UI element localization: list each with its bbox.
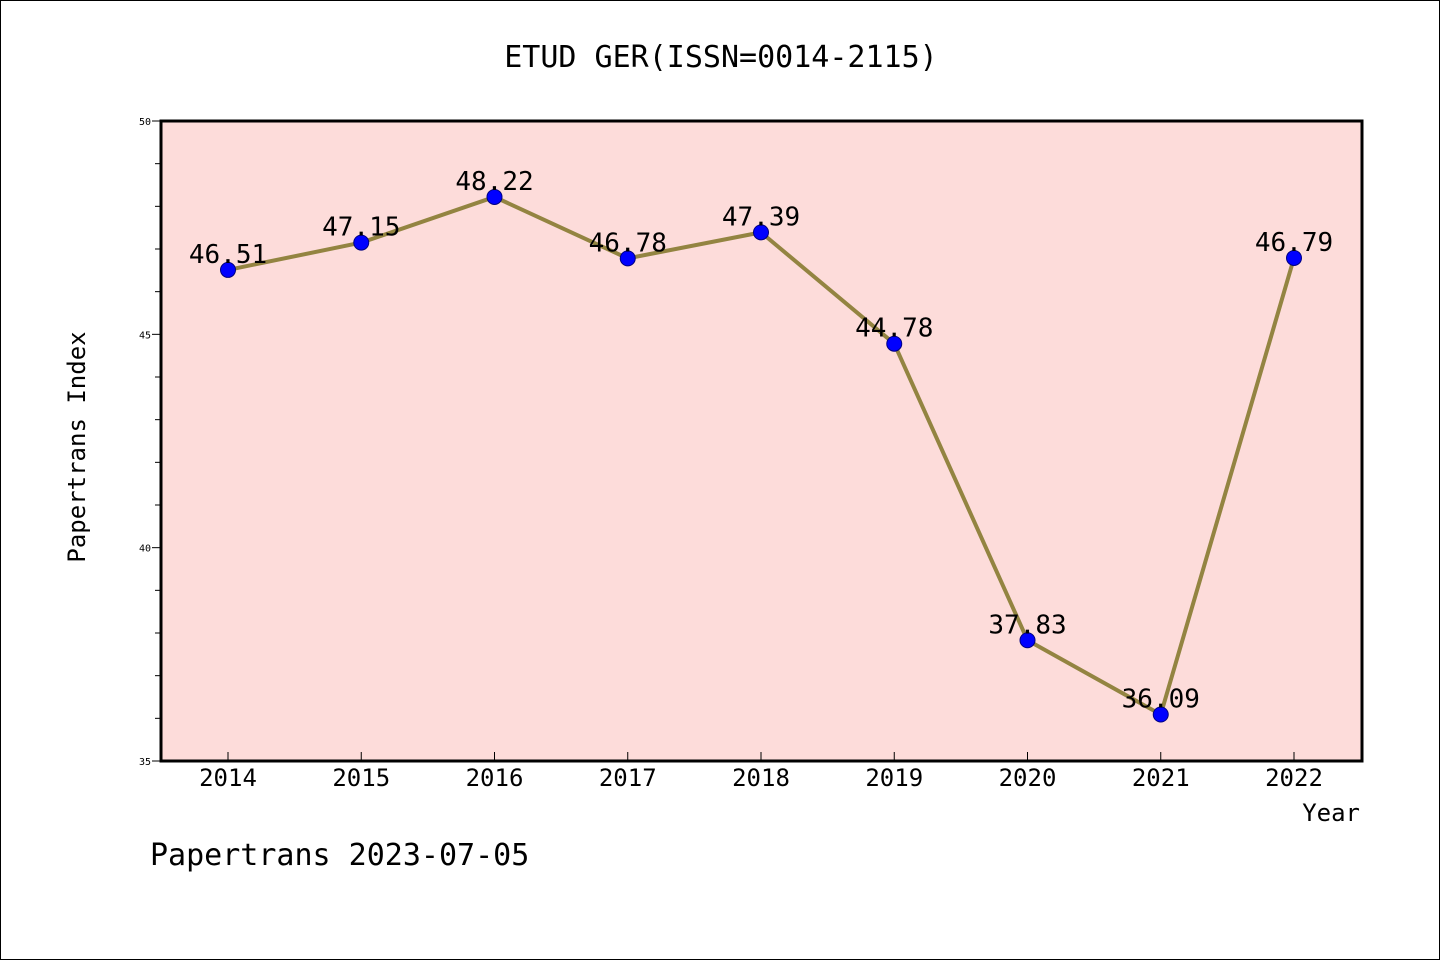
data-label: 44.78	[855, 314, 933, 344]
data-point	[486, 188, 503, 205]
data-point	[886, 335, 903, 352]
x-tick-label: 2016	[466, 764, 524, 792]
y-tick-label: 40	[139, 544, 151, 555]
chart-title: ETUD GER(ISSN=0014-2115)	[504, 40, 937, 75]
data-point	[1152, 706, 1169, 723]
footer-text: Papertrans 2023-07-05	[150, 838, 529, 873]
x-tick-label: 2020	[999, 764, 1057, 792]
data-label: 37.83	[988, 610, 1066, 640]
x-tick-label: 2021	[1132, 764, 1190, 792]
data-label: 46.51	[189, 240, 267, 270]
data-labels: 46.51 47.15 48.22 46.78 47.39 44.78 37.83 36.09…	[189, 167, 1333, 715]
x-tick-label: 2014	[199, 764, 257, 792]
data-label: 46.78	[589, 228, 667, 258]
y-tick-label: 35	[139, 757, 151, 768]
y-tick-label: 45	[139, 330, 151, 341]
y-axis: 35 40 45 50	[139, 117, 161, 768]
x-tick-label: 2015	[332, 764, 390, 792]
data-point	[619, 250, 636, 267]
data-point	[1286, 249, 1302, 266]
data-point	[353, 234, 370, 251]
x-tick-label: 2022	[1265, 764, 1323, 792]
y-tick-label: 50	[139, 117, 151, 128]
data-point	[220, 261, 236, 278]
data-point	[1019, 632, 1036, 649]
plot-frame	[159, 119, 1364, 763]
y-axis-label: Papertrans Index	[63, 331, 91, 562]
data-label: 47.39	[722, 202, 800, 232]
x-tick-label: 2017	[599, 764, 657, 792]
data-label: 36.09	[1122, 684, 1200, 714]
x-axis: 2014 2015 2016 2017 2018 2019 2020 2021 2022	[199, 752, 1323, 792]
x-axis-label: Year	[1302, 799, 1360, 827]
data-label: 46.79	[1255, 228, 1333, 258]
x-tick-label: 2018	[732, 764, 790, 792]
data-label: 47.15	[322, 213, 400, 243]
data-point	[753, 224, 769, 241]
data-points	[220, 188, 1302, 723]
data-label: 48.22	[455, 167, 533, 197]
x-tick-label: 2019	[865, 764, 923, 792]
